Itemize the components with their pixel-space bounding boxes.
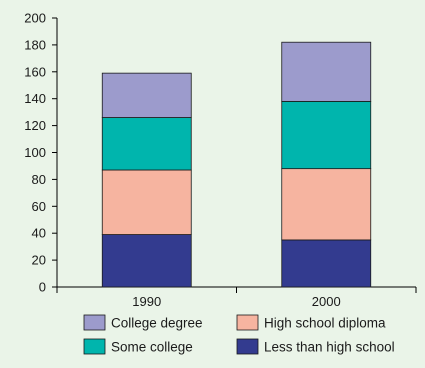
- bar-1990-college-degree: [101, 72, 192, 118]
- y-tick-label-140: 140: [24, 91, 46, 106]
- legend-swatch-high-school-diploma: [236, 314, 259, 331]
- legend-swatch-some-college: [83, 338, 106, 355]
- bar-2000-some-college: [281, 100, 372, 170]
- y-axis: 0 20 40 60 80 100 120 140 160 180 200: [24, 11, 58, 295]
- legend-swatch-less-than-high-school: [236, 338, 259, 355]
- bar-2000-high-school-diploma: [281, 168, 372, 241]
- legend-item-high-school-diploma: High school diploma: [236, 314, 386, 331]
- y-tick-label-160: 160: [24, 64, 46, 79]
- bar-2000-college-degree: [281, 41, 372, 102]
- y-tick-label-180: 180: [24, 37, 46, 52]
- y-tick-label-20: 20: [32, 253, 46, 268]
- legend-item-less-than-high-school: Less than high school: [236, 338, 395, 355]
- x-tick-label-1990: 1990: [132, 294, 161, 309]
- bar-2000-less-than-high-school: [281, 239, 372, 288]
- y-tick-label-200: 200: [24, 11, 46, 26]
- legend-item-some-college: Some college: [83, 338, 193, 355]
- legend-label-some-college: Some college: [111, 340, 193, 355]
- legend-swatch-college-degree: [83, 314, 106, 331]
- y-tick-label-0: 0: [39, 280, 46, 295]
- bar-1990-high-school-diploma: [101, 169, 192, 235]
- legend: College degree High school diploma Some co…: [83, 314, 395, 355]
- legend-label-college-degree: College degree: [111, 316, 203, 331]
- bar-stack-1990: [101, 72, 192, 288]
- y-tick-label-40: 40: [32, 226, 46, 241]
- y-tick-label-60: 60: [32, 199, 46, 214]
- legend-label-less-than-high-school: Less than high school: [264, 340, 395, 355]
- legend-item-college-degree: College degree: [83, 314, 203, 331]
- bar-1990-some-college: [101, 117, 192, 171]
- y-tick-label-120: 120: [24, 118, 46, 133]
- x-tick-label-2000: 2000: [312, 294, 341, 309]
- legend-label-high-school-diploma: High school diploma: [264, 316, 386, 331]
- y-tick-label-80: 80: [32, 172, 46, 187]
- bar-1990-less-than-high-school: [101, 234, 192, 288]
- x-axis: 1990 2000: [56, 286, 417, 309]
- bar-stack-2000: [281, 41, 372, 288]
- bars: [101, 41, 372, 288]
- y-tick-label-100: 100: [24, 145, 46, 160]
